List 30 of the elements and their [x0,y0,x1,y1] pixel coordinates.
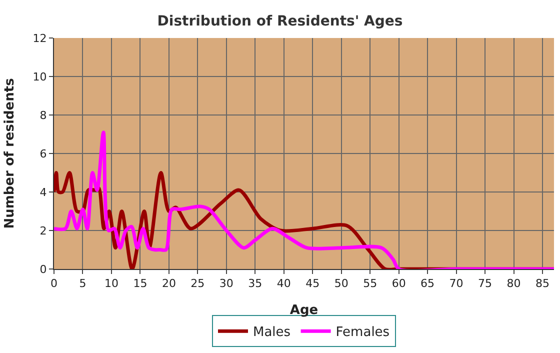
x-tick-label: 30 [219,277,234,290]
y-tick-label: 6 [40,147,47,160]
x-tick-label: 25 [190,277,205,290]
y-axis-title: Number of residents [2,78,18,229]
chart-title: Distribution of Residents' Ages [157,14,403,30]
x-tick-label: 0 [50,277,58,290]
y-tick-label: 12 [32,32,47,45]
legend-label: Males [253,325,291,340]
x-tick-label: 15 [133,277,148,290]
x-tick-label: 35 [248,277,262,290]
x-tick-label: 80 [506,277,521,290]
y-tick-label: 0 [40,262,47,276]
x-tick-label: 50 [334,277,348,290]
x-tick-label: 60 [392,277,406,290]
y-tick-label: 4 [40,186,47,199]
x-tick-label: 10 [104,277,118,290]
x-tick-label: 40 [276,277,291,290]
x-tick-label: 85 [536,277,550,290]
y-tick-label: 2 [40,224,47,238]
x-tick-label: 65 [420,277,435,290]
legend-label: Females [336,325,390,340]
x-tick-label: 75 [478,277,492,290]
x-tick-label: 55 [363,277,378,290]
x-tick-label: 20 [162,277,176,290]
y-tick-label: 10 [32,70,47,84]
x-tick-label: 5 [79,277,86,290]
x-tick-label: 70 [449,277,464,290]
y-tick-label: 8 [40,108,47,122]
x-tick-label: 45 [306,277,320,290]
x-axis-title: Age [290,302,318,318]
